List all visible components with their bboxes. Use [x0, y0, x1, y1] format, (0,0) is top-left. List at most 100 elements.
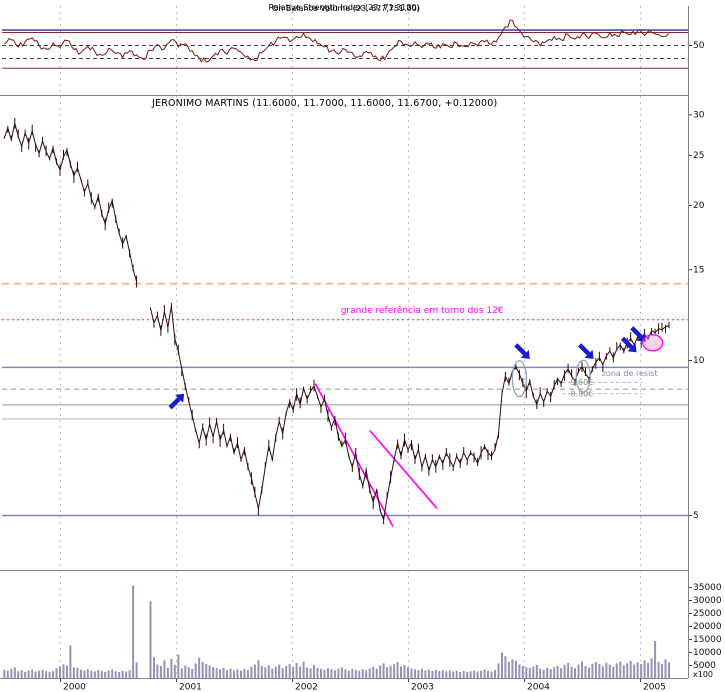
volume-bar — [340, 667, 343, 678]
volume-bar — [236, 669, 239, 678]
volume-bar — [434, 669, 437, 678]
volume-bar — [93, 671, 96, 678]
volume-bar — [243, 668, 246, 678]
volume-bar — [170, 658, 173, 678]
highlight-ellipse — [642, 334, 664, 352]
volume-bar — [567, 662, 570, 678]
volume-bar — [643, 660, 646, 678]
volume-bar — [372, 666, 375, 678]
blue-arrow — [620, 336, 637, 353]
volume-bar — [441, 670, 444, 678]
close-line — [150, 306, 670, 522]
volume-bar — [452, 671, 455, 678]
volume-bar — [246, 670, 249, 678]
volume-bar — [219, 669, 222, 678]
volume-bar — [507, 661, 510, 678]
volume-bar — [542, 669, 545, 678]
volume-unit-label: x100 — [693, 670, 713, 679]
rsi-title: Relative Strength Index (23, 71.3180) — [268, 3, 420, 12]
volume-bar — [532, 666, 535, 678]
volume-bar — [619, 661, 622, 678]
volume-bar — [132, 585, 135, 678]
volume-bar — [59, 666, 61, 678]
price-axis-label: 5 — [693, 511, 699, 521]
volume-bar — [233, 670, 235, 678]
volume-bar — [313, 665, 315, 678]
volume-bar — [403, 665, 406, 678]
blue-arrow — [514, 343, 530, 359]
volume-bar — [166, 667, 169, 678]
volume-bar — [650, 658, 653, 678]
volume-bar — [274, 666, 277, 678]
volume-bar — [647, 662, 650, 678]
volume-bar — [480, 670, 483, 678]
volume-bar — [448, 670, 451, 678]
volume-bar — [45, 671, 48, 678]
volume-bar — [302, 661, 305, 678]
volume-bar — [327, 668, 329, 678]
volume-bar — [528, 668, 531, 678]
volume-bar — [476, 671, 479, 678]
annotation-label: grande referência em torno dos 12€ — [341, 305, 504, 316]
volume-bar — [229, 668, 232, 678]
volume-bar — [97, 669, 100, 678]
volume-axis-label: 20000 — [693, 622, 722, 632]
volume-bar — [135, 662, 138, 678]
volume-bar — [212, 667, 215, 678]
volume-bar — [358, 670, 361, 678]
volume-bar — [191, 668, 194, 678]
volume-bar — [424, 670, 427, 678]
volume-bar — [382, 663, 385, 678]
volume-bar — [90, 670, 93, 678]
price-axis-label: 15 — [693, 265, 704, 275]
rsi-axis-label: 50 — [693, 41, 705, 51]
ohlc-bars — [150, 303, 670, 525]
volume-bar — [601, 666, 604, 678]
volume-bar — [511, 659, 514, 678]
volume-bar — [386, 667, 389, 678]
volume-bar — [556, 665, 559, 678]
volume-bar — [52, 671, 54, 678]
volume-bar — [271, 668, 274, 678]
volume-bar — [250, 666, 253, 678]
volume-bar — [320, 668, 322, 678]
volume-bar — [309, 668, 312, 678]
volume-bar — [187, 667, 190, 678]
volume-bar — [490, 671, 493, 678]
volume-bar — [180, 668, 183, 678]
volume-bar — [316, 667, 319, 678]
volume-bar — [111, 669, 114, 678]
volume-bar — [194, 663, 197, 678]
volume-bar — [55, 668, 58, 678]
price-axis-label: 20 — [693, 201, 705, 211]
volume-bar — [205, 664, 208, 678]
volume-bar — [654, 641, 657, 678]
volume-bar — [504, 656, 507, 678]
volume-bar — [118, 672, 121, 678]
volume-bar — [13, 667, 16, 678]
volume-bar — [125, 671, 128, 678]
volume-bar — [570, 666, 573, 678]
volume-bar — [41, 669, 44, 678]
volume-bar — [368, 668, 371, 678]
price-axis-label: 10 — [693, 356, 705, 366]
volume-bar — [636, 662, 639, 678]
volume-bar — [288, 664, 291, 678]
volume-bar — [153, 657, 155, 678]
volume-bar — [657, 661, 660, 678]
volume-bar — [100, 671, 103, 678]
volume-bar — [86, 669, 89, 678]
volume-bar — [240, 670, 242, 678]
volume-bar — [173, 664, 176, 678]
volume-bar — [410, 668, 413, 678]
volume-bar — [163, 660, 166, 678]
volume-bar — [34, 671, 37, 678]
volume-bar — [633, 664, 636, 678]
volume-bar — [664, 659, 667, 678]
volume-bar — [83, 670, 86, 678]
indicator-titles: Relative Strength Index (23, 71.3180) On… — [0, 3, 688, 15]
price-panel: grande referência em torno dos 12€ zona d… — [2, 110, 705, 527]
volume-bar — [333, 670, 336, 678]
volume-bar — [375, 668, 378, 678]
